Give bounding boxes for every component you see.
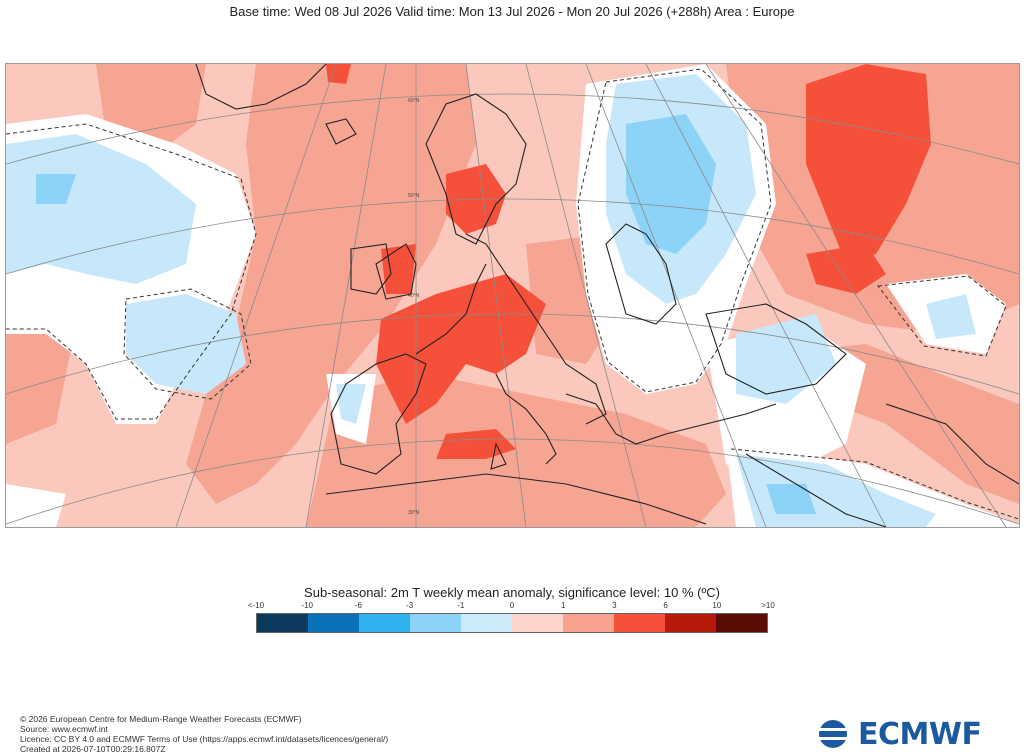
legend-swatch: [257, 614, 308, 632]
anomaly-map-svg: 60°N 50°N 40°N 30°N: [6, 64, 1019, 527]
licence-text: Licence: CC BY 4.0 and ECMWF Terms of Us…: [20, 734, 389, 744]
legend-swatch: [563, 614, 614, 632]
legend-swatch: [665, 614, 716, 632]
legend-tick: 0: [509, 601, 515, 610]
color-legend-bar: [256, 613, 768, 633]
graticule: [6, 64, 1019, 527]
legend-tick: -10: [301, 601, 313, 610]
page-title: Base time: Wed 08 Jul 2026 Valid time: M…: [229, 4, 795, 19]
legend-swatch: [614, 614, 665, 632]
lat-label-30: 30°N: [408, 510, 420, 516]
anomaly-regions-cold: [36, 114, 816, 514]
legend-tick: 1: [560, 601, 566, 610]
legend-tick: 10: [712, 601, 722, 610]
lat-label-50: 50°N: [408, 193, 420, 199]
ecmwf-globe-icon: [812, 720, 854, 748]
anomaly-map[interactable]: 60°N 50°N 40°N 30°N: [5, 63, 1020, 528]
ecmwf-logo-text: ECMWF: [858, 716, 982, 752]
copyright-text: © 2026 European Centre for Medium-Range …: [20, 714, 302, 724]
legend-swatch: [410, 614, 461, 632]
lat-label-40: 40°N: [408, 293, 420, 299]
legend-title: Sub-seasonal: 2m T weekly mean anomaly, …: [304, 585, 720, 600]
legend-swatch: [308, 614, 359, 632]
legend-tick: 3: [612, 601, 617, 610]
legend-swatch: [359, 614, 410, 632]
created-text: Created at 2026-07-10T00:29:16.807Z: [20, 744, 166, 754]
legend-tick: -3: [406, 601, 414, 610]
significance-contours: [6, 68, 1019, 520]
lat-label-60: 60°N: [408, 98, 420, 104]
legend-swatch: [461, 614, 512, 632]
latitude-labels: 60°N 50°N 40°N 30°N: [408, 98, 420, 516]
footer: © 2026 European Centre for Medium-Range …: [20, 714, 388, 754]
legend-tick: 6: [663, 601, 668, 610]
coastlines: [195, 64, 1019, 527]
legend-tick: -6: [354, 601, 362, 610]
legend-swatch: [716, 614, 767, 632]
legend-swatch: [512, 614, 563, 632]
source-text: Source: www.ecmwf.int: [20, 724, 108, 734]
legend-ticks: <-10 -10 -6 -3 -1 0 1 3 6 10 >10: [248, 601, 775, 613]
legend-tick: <-10: [247, 601, 265, 610]
legend-tick: -1: [457, 601, 465, 610]
ecmwf-logo[interactable]: ECMWF: [812, 716, 1012, 752]
legend-tick: >10: [761, 601, 775, 610]
